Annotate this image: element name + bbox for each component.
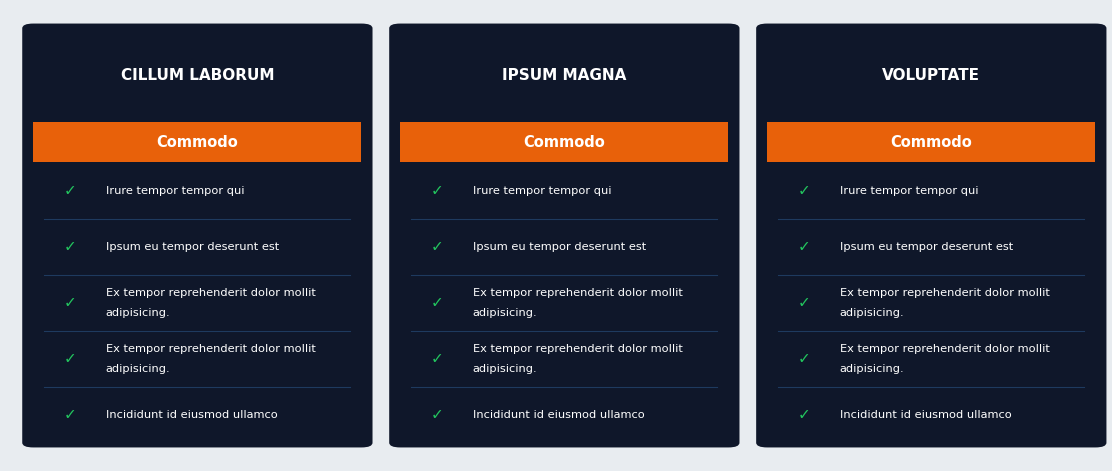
Text: ✓: ✓ — [430, 295, 444, 310]
Text: ✓: ✓ — [797, 351, 811, 366]
Text: Incididunt id eiusmod ullamco: Incididunt id eiusmod ullamco — [473, 410, 644, 420]
Text: Commodo: Commodo — [891, 135, 972, 150]
Text: ✓: ✓ — [430, 183, 444, 198]
Text: Ex tempor reprehenderit dolor mollit: Ex tempor reprehenderit dolor mollit — [840, 343, 1050, 354]
Text: VOLUPTATE: VOLUPTATE — [882, 68, 981, 83]
Text: Incididunt id eiusmod ullamco: Incididunt id eiusmod ullamco — [840, 410, 1011, 420]
Bar — [33, 122, 361, 162]
FancyBboxPatch shape — [756, 24, 1106, 447]
Text: adipisicing.: adipisicing. — [840, 308, 904, 318]
Bar — [400, 122, 728, 162]
Text: Ex tempor reprehenderit dolor mollit: Ex tempor reprehenderit dolor mollit — [840, 287, 1050, 298]
Text: Commodo: Commodo — [524, 135, 605, 150]
Text: ✓: ✓ — [63, 351, 77, 366]
Text: adipisicing.: adipisicing. — [473, 308, 537, 318]
FancyBboxPatch shape — [389, 24, 739, 447]
Text: adipisicing.: adipisicing. — [840, 364, 904, 374]
Text: Ex tempor reprehenderit dolor mollit: Ex tempor reprehenderit dolor mollit — [473, 287, 683, 298]
Text: CILLUM LABORUM: CILLUM LABORUM — [120, 68, 275, 83]
Text: Ipsum eu tempor deserunt est: Ipsum eu tempor deserunt est — [106, 242, 279, 252]
Text: ✓: ✓ — [63, 239, 77, 254]
Text: Ex tempor reprehenderit dolor mollit: Ex tempor reprehenderit dolor mollit — [473, 343, 683, 354]
Text: Ex tempor reprehenderit dolor mollit: Ex tempor reprehenderit dolor mollit — [106, 287, 316, 298]
Text: Ex tempor reprehenderit dolor mollit: Ex tempor reprehenderit dolor mollit — [106, 343, 316, 354]
Text: ✓: ✓ — [797, 407, 811, 422]
Text: adipisicing.: adipisicing. — [106, 308, 170, 318]
Text: Irure tempor tempor qui: Irure tempor tempor qui — [840, 186, 979, 195]
Text: ✓: ✓ — [430, 407, 444, 422]
Text: ✓: ✓ — [430, 239, 444, 254]
Text: Ipsum eu tempor deserunt est: Ipsum eu tempor deserunt est — [840, 242, 1013, 252]
Bar — [767, 122, 1095, 162]
Text: Incididunt id eiusmod ullamco: Incididunt id eiusmod ullamco — [106, 410, 277, 420]
Text: ✓: ✓ — [797, 183, 811, 198]
Text: ✓: ✓ — [430, 351, 444, 366]
Text: ✓: ✓ — [797, 295, 811, 310]
Text: adipisicing.: adipisicing. — [106, 364, 170, 374]
FancyBboxPatch shape — [22, 24, 373, 447]
Text: IPSUM MAGNA: IPSUM MAGNA — [503, 68, 626, 83]
Text: ✓: ✓ — [63, 295, 77, 310]
Text: Commodo: Commodo — [157, 135, 238, 150]
Text: Irure tempor tempor qui: Irure tempor tempor qui — [106, 186, 245, 195]
Text: Ipsum eu tempor deserunt est: Ipsum eu tempor deserunt est — [473, 242, 646, 252]
Text: Irure tempor tempor qui: Irure tempor tempor qui — [473, 186, 612, 195]
Text: ✓: ✓ — [63, 183, 77, 198]
Text: adipisicing.: adipisicing. — [473, 364, 537, 374]
Text: ✓: ✓ — [797, 239, 811, 254]
Text: ✓: ✓ — [63, 407, 77, 422]
